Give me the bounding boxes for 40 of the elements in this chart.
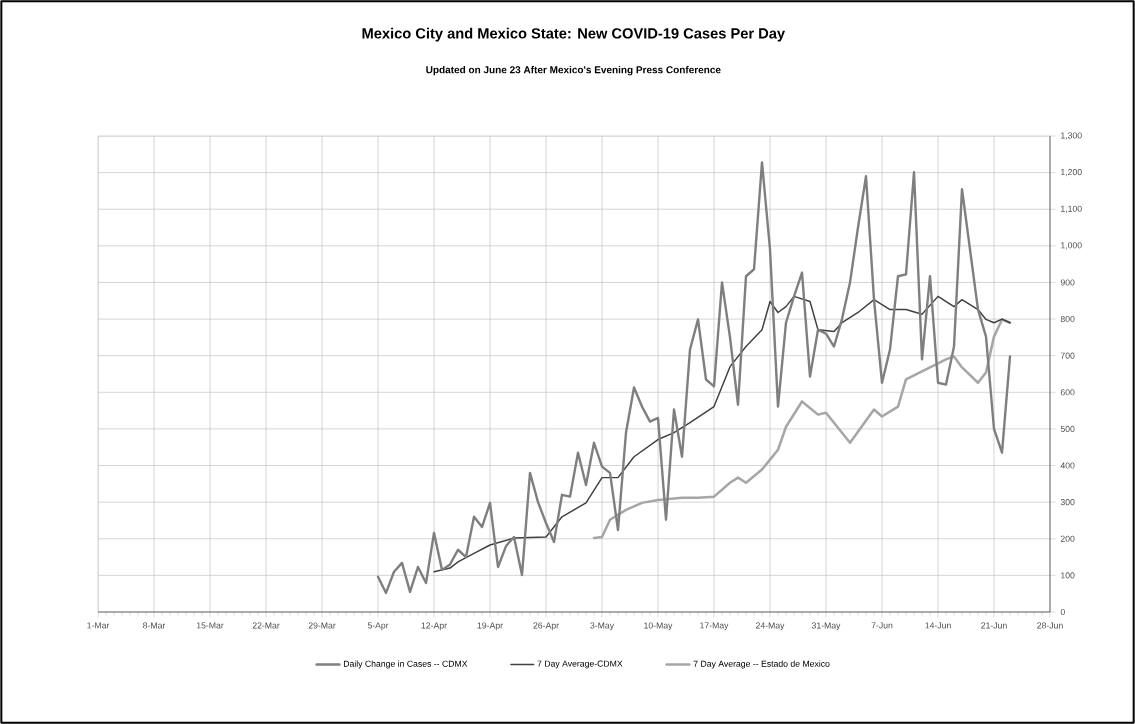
- legend-label: Daily Change in Cases -- CDMX: [343, 660, 468, 669]
- line-series: [592, 318, 1012, 540]
- y-tick-label: 1,100: [1061, 205, 1082, 213]
- y-tick-label: 800: [1060, 316, 1075, 323]
- legend-label: 7 Day Average-CDMX: [537, 660, 623, 669]
- x-tick-label: 29-Mar: [308, 622, 336, 629]
- y-tick-label: 0: [1060, 608, 1065, 616]
- legend-label: 7 Day Average -- Estado de Mexico: [693, 660, 830, 669]
- line-series: [376, 161, 1012, 595]
- y-tick-label: 1,300: [1061, 132, 1082, 140]
- x-tick-label: 24-May: [756, 622, 785, 631]
- y-tick-label: 600: [1060, 389, 1075, 396]
- x-tick-label: 1-Mar: [87, 622, 110, 629]
- x-tick-label: 10-May: [644, 622, 673, 631]
- x-tick-label: 5-Apr: [367, 622, 389, 631]
- y-tick-label: 1,200: [1061, 169, 1082, 177]
- y-tick-label: 200: [1060, 535, 1075, 542]
- y-tick-label: 500: [1060, 425, 1075, 432]
- y-tick-label: 100: [1061, 572, 1075, 579]
- y-tick-label: 400: [1060, 462, 1075, 469]
- x-tick-label: 14-Jun: [925, 622, 951, 629]
- x-tick-label: 28-Jun: [1037, 622, 1063, 629]
- y-tick-label: 1,000: [1061, 242, 1082, 250]
- y-tick-label: 700: [1060, 352, 1075, 359]
- x-tick-label: 22-Mar: [252, 622, 280, 629]
- x-tick-label: 15-Mar: [196, 622, 224, 629]
- x-tick-label: 21-Jun: [981, 622, 1007, 629]
- x-tick-label: 8-Mar: [143, 622, 166, 629]
- x-tick-label: 7-Jun: [871, 622, 893, 629]
- x-tick-label: 31-May: [811, 622, 841, 631]
- line-series: [433, 295, 1011, 573]
- x-tick-label: 3-May: [590, 622, 615, 631]
- x-tick-label: 19-Apr: [477, 622, 503, 631]
- x-tick-label: 26-Apr: [533, 622, 559, 631]
- y-tick-label: 300: [1060, 499, 1075, 506]
- chart-subtitle: Updated on June 23 After Mexico's Evening Press Conference: [426, 65, 721, 76]
- y-tick-label: 900: [1060, 279, 1075, 286]
- chart-title: Mexico City and Mexico State: New COVID-19 Cases Per Day: [362, 27, 785, 42]
- x-tick-label: 12-Apr: [421, 622, 447, 631]
- x-tick-label: 17-May: [700, 622, 729, 631]
